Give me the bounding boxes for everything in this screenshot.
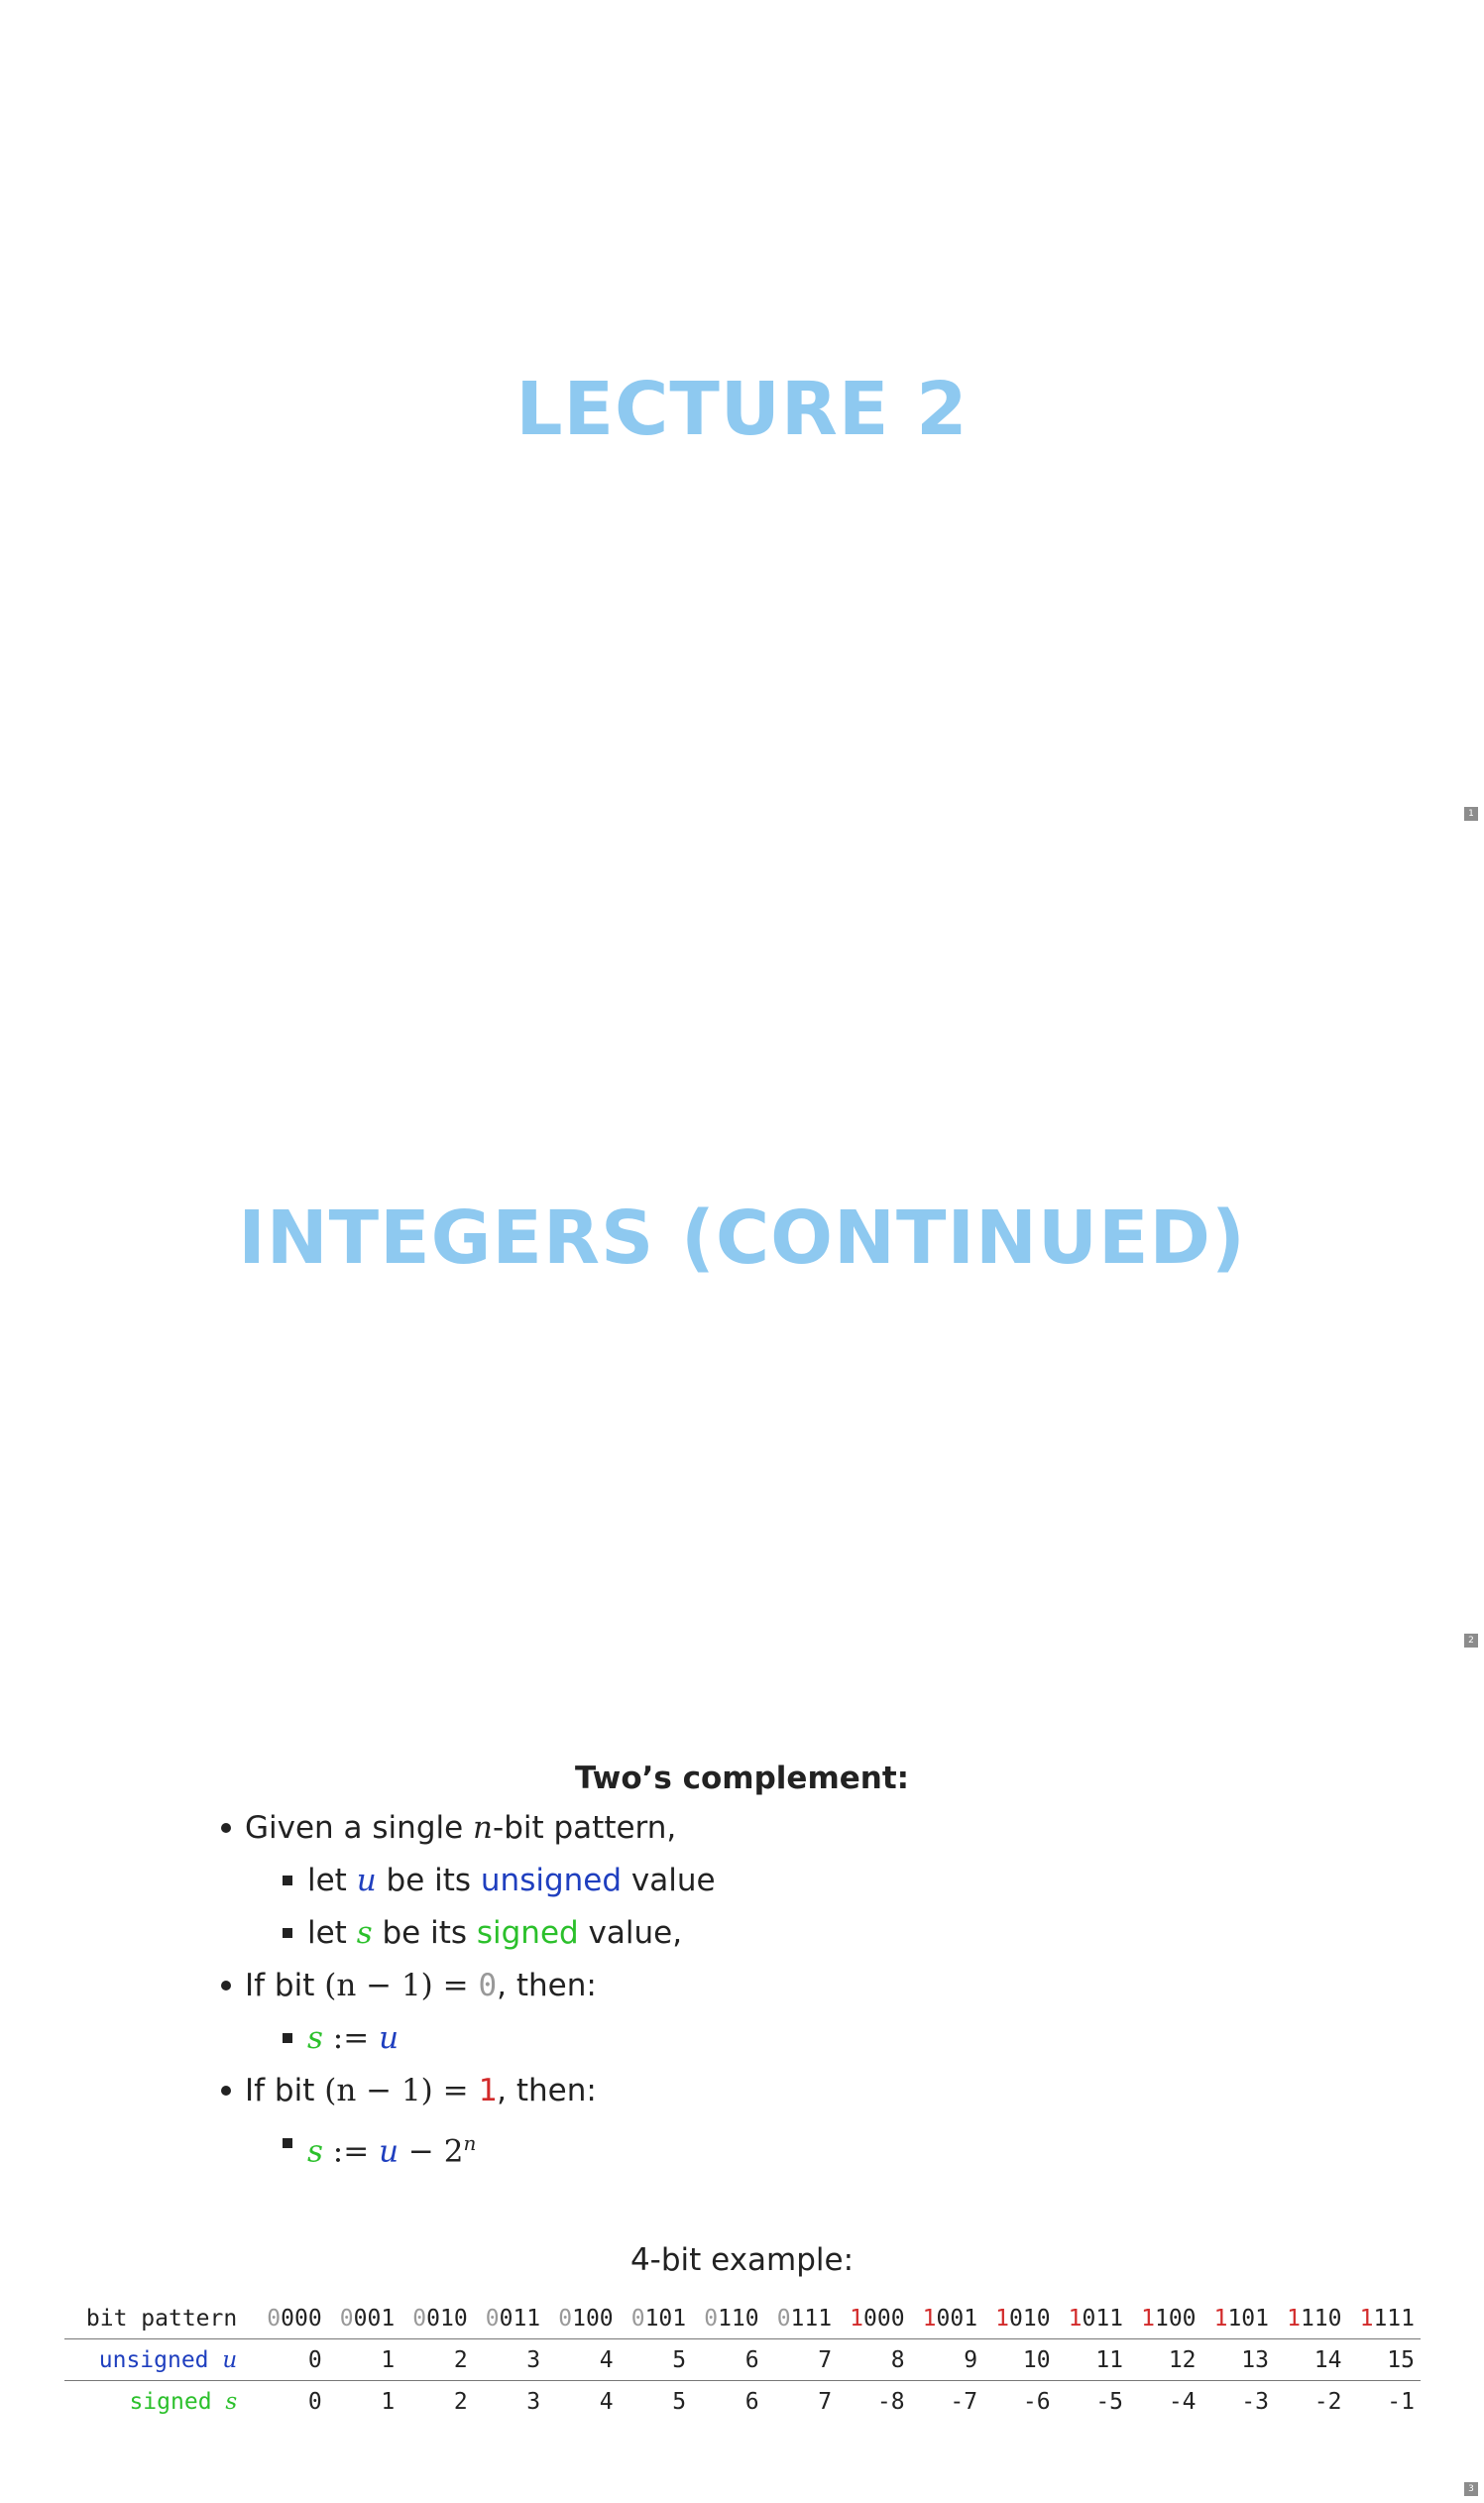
formula-s-equals-u-minus-2n: s := u − 2n	[307, 2131, 477, 2170]
formula-s-equals-u: s := u	[307, 2020, 400, 2056]
slide-3-page-number: 3	[1464, 2482, 1478, 2496]
bullet-if-bit-one: If bit (n − 1) = 1, then:	[245, 2073, 597, 2108]
unsigned-value-cell: 13	[1201, 2338, 1275, 2381]
bit-pattern-cell: 1010	[983, 2298, 1057, 2339]
bullet-square	[283, 2033, 292, 2043]
signed-value-cell: -7	[950, 2388, 978, 2415]
table-row-unsigned: unsigned u 0 1 2 3 4 5 6 7 8 9 10 11 12 13 14 15	[64, 2338, 1421, 2381]
bit-pattern-cell: 0100	[546, 2298, 620, 2339]
row-label-unsigned: unsigned u	[64, 2338, 256, 2381]
bit-pattern-cell: 1000	[838, 2298, 911, 2339]
signed-value-cell: 4	[599, 2388, 614, 2415]
bit-pattern-cell: 1111	[1347, 2298, 1421, 2339]
signed-value-cell: -1	[1387, 2388, 1415, 2415]
signed-value-cell: -8	[876, 2388, 905, 2415]
bullet-if-bit-zero: If bit (n − 1) = 0, then:	[245, 1968, 597, 2003]
unsigned-value-cell: 2	[400, 2338, 474, 2381]
bit-pattern-cell: 1001	[910, 2298, 984, 2339]
signed-value-cell: 7	[818, 2388, 833, 2415]
unsigned-value-cell: 11	[1056, 2338, 1130, 2381]
bit-pattern-cell: 1100	[1129, 2298, 1202, 2339]
bit-pattern-cell: 0111	[764, 2298, 839, 2339]
example-title: 4-bit example:	[629, 2242, 855, 2278]
signed-value-cell: -6	[1022, 2388, 1051, 2415]
unsigned-value-cell: 5	[619, 2338, 693, 2381]
bit-pattern-cell: 0110	[692, 2298, 765, 2339]
bullet-let-s: let s be its signed value,	[307, 1915, 683, 1951]
bit-pattern-cell: 0000	[255, 2298, 328, 2339]
unsigned-value-cell: 6	[692, 2338, 765, 2381]
unsigned-value-cell: 1	[327, 2338, 401, 2381]
unsigned-value-cell: 10	[983, 2338, 1057, 2381]
slide-1-page-number: 1	[1464, 807, 1478, 821]
slide-2-title: INTEGERS (CONTINUED)	[238, 1195, 1246, 1281]
table-row-signed: signed s 0 1 2 3 4 5 6 7 -8 -7 -6 -5 -4 -3 -2 -1	[64, 2381, 1421, 2423]
unsigned-value-cell: 8	[838, 2338, 911, 2381]
bit-pattern-table: bit pattern 0000 0001 0010 0011 0100 0101 0110…	[64, 2298, 1421, 2422]
unsigned-value-cell: 3	[473, 2338, 547, 2381]
bit-pattern-cell: 1110	[1275, 2298, 1348, 2339]
bullet-let-u: let u be its unsigned value	[307, 1863, 716, 1898]
unsigned-value-cell: 12	[1129, 2338, 1202, 2381]
signed-value-cell: 3	[526, 2388, 541, 2415]
signed-value-cell: -4	[1168, 2388, 1197, 2415]
signed-value-cell: -5	[1095, 2388, 1124, 2415]
bullet-square	[283, 2138, 292, 2148]
signed-value-cell: 2	[453, 2388, 468, 2415]
bullet-dot	[221, 1981, 231, 1991]
signed-value-cell: -3	[1241, 2388, 1269, 2415]
unsigned-value-cell: 4	[546, 2338, 620, 2381]
bullet-dot	[221, 1823, 231, 1833]
bit-pattern-cell: 0101	[619, 2298, 693, 2339]
bullet-square	[283, 1876, 292, 1885]
unsigned-value-cell: 0	[255, 2338, 328, 2381]
table-row-bit-pattern: bit pattern 0000 0001 0010 0011 0100 0101 0110…	[64, 2298, 1421, 2339]
signed-value-cell: 1	[381, 2388, 396, 2415]
signed-value-cell: 6	[744, 2388, 759, 2415]
signed-value-cell: 5	[672, 2388, 687, 2415]
bullet-dot	[221, 2086, 231, 2096]
slide-2-page-number: 2	[1464, 1634, 1478, 1648]
bit-pattern-cell: 1101	[1201, 2298, 1275, 2339]
slide-1-title: LECTURE 2	[515, 367, 969, 452]
bullet-given-pattern: Given a single n-bit pattern,	[245, 1810, 677, 1846]
unsigned-value-cell: 7	[764, 2338, 839, 2381]
unsigned-value-cell: 15	[1347, 2338, 1421, 2381]
unsigned-value-cell: 9	[910, 2338, 984, 2381]
row-label-bit-pattern: bit pattern	[64, 2298, 256, 2339]
row-label-signed: signed s	[129, 2388, 238, 2415]
bit-pattern-cell: 0010	[400, 2298, 474, 2339]
unsigned-value-cell: 14	[1275, 2338, 1348, 2381]
bit-pattern-cell: 1011	[1056, 2298, 1130, 2339]
signed-value-cell: 0	[307, 2388, 322, 2415]
bit-pattern-cell: 0001	[327, 2298, 401, 2339]
signed-value-cell: -2	[1313, 2388, 1342, 2415]
twos-complement-heading: Two’s complement:	[574, 1761, 910, 1796]
bullet-square	[283, 1928, 292, 1938]
bit-pattern-cell: 0011	[473, 2298, 547, 2339]
